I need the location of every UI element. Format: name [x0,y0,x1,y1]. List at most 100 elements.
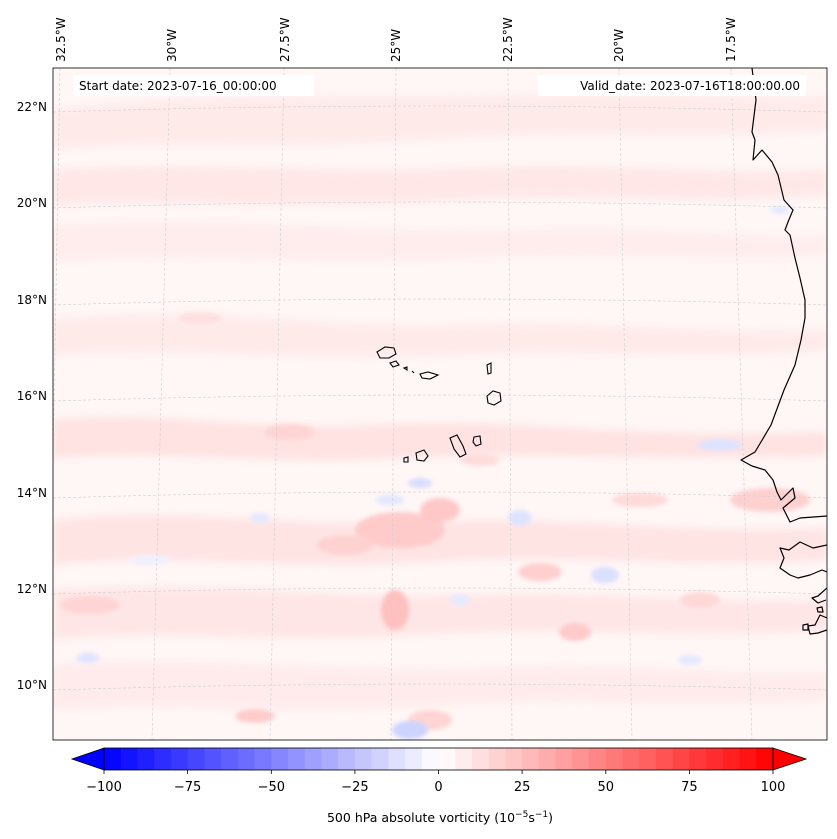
island-maio [472,435,482,447]
patch [60,596,120,614]
cbar-tick-label: −50 [258,780,285,795]
patch [355,512,445,548]
valid-date-label: Valid_date: 2023-07-16T18:00:00.00 [580,79,800,93]
negative-vorticity-patches [76,206,790,739]
lat-label-12n: 12°N [17,582,47,596]
meridian-30w [151,68,171,740]
cbar-tick-label: −100 [86,780,122,795]
colorbar-segment [120,748,138,770]
patch [612,493,668,507]
coast-mauritania-senegal [740,68,827,523]
cbar-label-exp2: −1 [535,810,548,820]
cbar-label-exp1: −5 [515,810,528,820]
colorbar-segment [287,748,306,770]
patch [76,653,100,663]
parallel-20n [53,201,827,209]
meridian-32.5w [53,68,61,477]
colorbar-segment [170,748,189,770]
colorbar-segment [471,748,490,770]
valid-date-box [538,75,806,96]
colorbar-extend-min [70,747,105,771]
parallel-22n [53,105,827,113]
patch [591,567,619,583]
latitude-labels: 22°N 20°N 18°N 16°N 14°N 12°N 10°N [17,100,47,692]
parallel-16n [53,394,827,402]
colorbar-extend-max [772,747,808,771]
gridlines [53,68,827,740]
colorbar-segment [722,748,740,770]
colorbar-segment [405,748,423,770]
cbar-tick-label: −75 [174,780,201,795]
islet-bijagos [816,606,824,613]
colorbar-segment [371,748,389,770]
patch [235,709,275,723]
patch [265,424,315,440]
colorbar-segment [237,748,255,770]
colorbar-segment [672,748,690,770]
colorbar-segment [572,748,590,770]
colorbar-label: 500 hPa absolute vorticity (10−5s−1) [327,810,553,825]
coast-guinea [779,541,827,579]
patch [317,535,373,555]
colorbar-segment [221,748,239,770]
parallel-12n [53,587,827,595]
colorbar: −100 −75 −50 −25 0 25 50 75 100 500 hPa … [70,747,808,825]
patch [178,312,222,324]
patch [508,510,532,526]
vorticity-bands [53,94,827,710]
colorbar-segments [104,748,774,770]
parallel-18n [53,298,827,306]
longitude-labels: 32.5°W 30°W 27.5°W 25°W 22.5°W 20°W 17.5… [54,17,738,62]
colorbar-segment [421,748,439,770]
island-santa-luzia [402,366,408,372]
cbar-tick-label: 75 [681,780,698,795]
start-date-box [74,75,314,96]
colorbar-ticks [103,770,774,774]
lon-label-25w: 25°W [389,29,403,62]
island-boa-vista [486,390,502,406]
meridian-27.5w [269,68,285,740]
colorbar-segment [137,748,155,770]
colorbar-segment [622,748,640,770]
colorbar-segment [104,748,122,770]
patch [376,495,404,505]
band-11n [53,587,827,640]
patch [730,488,810,512]
island-sal [486,362,492,375]
colorbar-segment [254,748,272,770]
meridian-20w [618,68,633,740]
cbar-label-end: ) [548,810,553,825]
patch [460,454,500,466]
colorbar-segment [505,748,523,770]
lon-label-30w: 30°W [165,29,179,62]
colorbar-segment [154,748,172,770]
patch [408,478,432,488]
patch [250,513,270,523]
map-frame [52,67,828,741]
colorbar-segment [706,748,724,770]
african-coastline [740,68,827,635]
lon-label-27.5w: 27.5°W [278,17,292,62]
lat-label-10n: 10°N [17,678,47,692]
colorbar-segment [538,748,556,770]
island-santiago [449,434,467,458]
lat-label-20n: 20°N [17,196,47,210]
band-20n [53,166,827,205]
island-sao-vicente [389,360,400,368]
patch [130,555,170,565]
colorbar-tick-labels: −100 −75 −50 −25 0 25 50 75 100 [86,780,785,795]
meridian-22.5w [507,68,513,740]
band-15n [53,417,827,461]
cbar-tick-label: 0 [434,780,442,795]
lat-label-16n: 16°N [17,389,47,403]
band-17n [53,315,827,357]
lon-label-20w: 20°W [612,29,626,62]
lon-label-17.5w: 17.5°W [724,17,738,62]
band-north [53,94,827,150]
meridian-17.5w [730,68,753,740]
colorbar-segment [756,748,774,770]
colorbar-segment [589,748,607,770]
colorbar-segment [438,748,456,770]
start-date-label: Start date: 2023-07-16_00:00:00 [79,79,277,93]
patch [381,590,409,630]
